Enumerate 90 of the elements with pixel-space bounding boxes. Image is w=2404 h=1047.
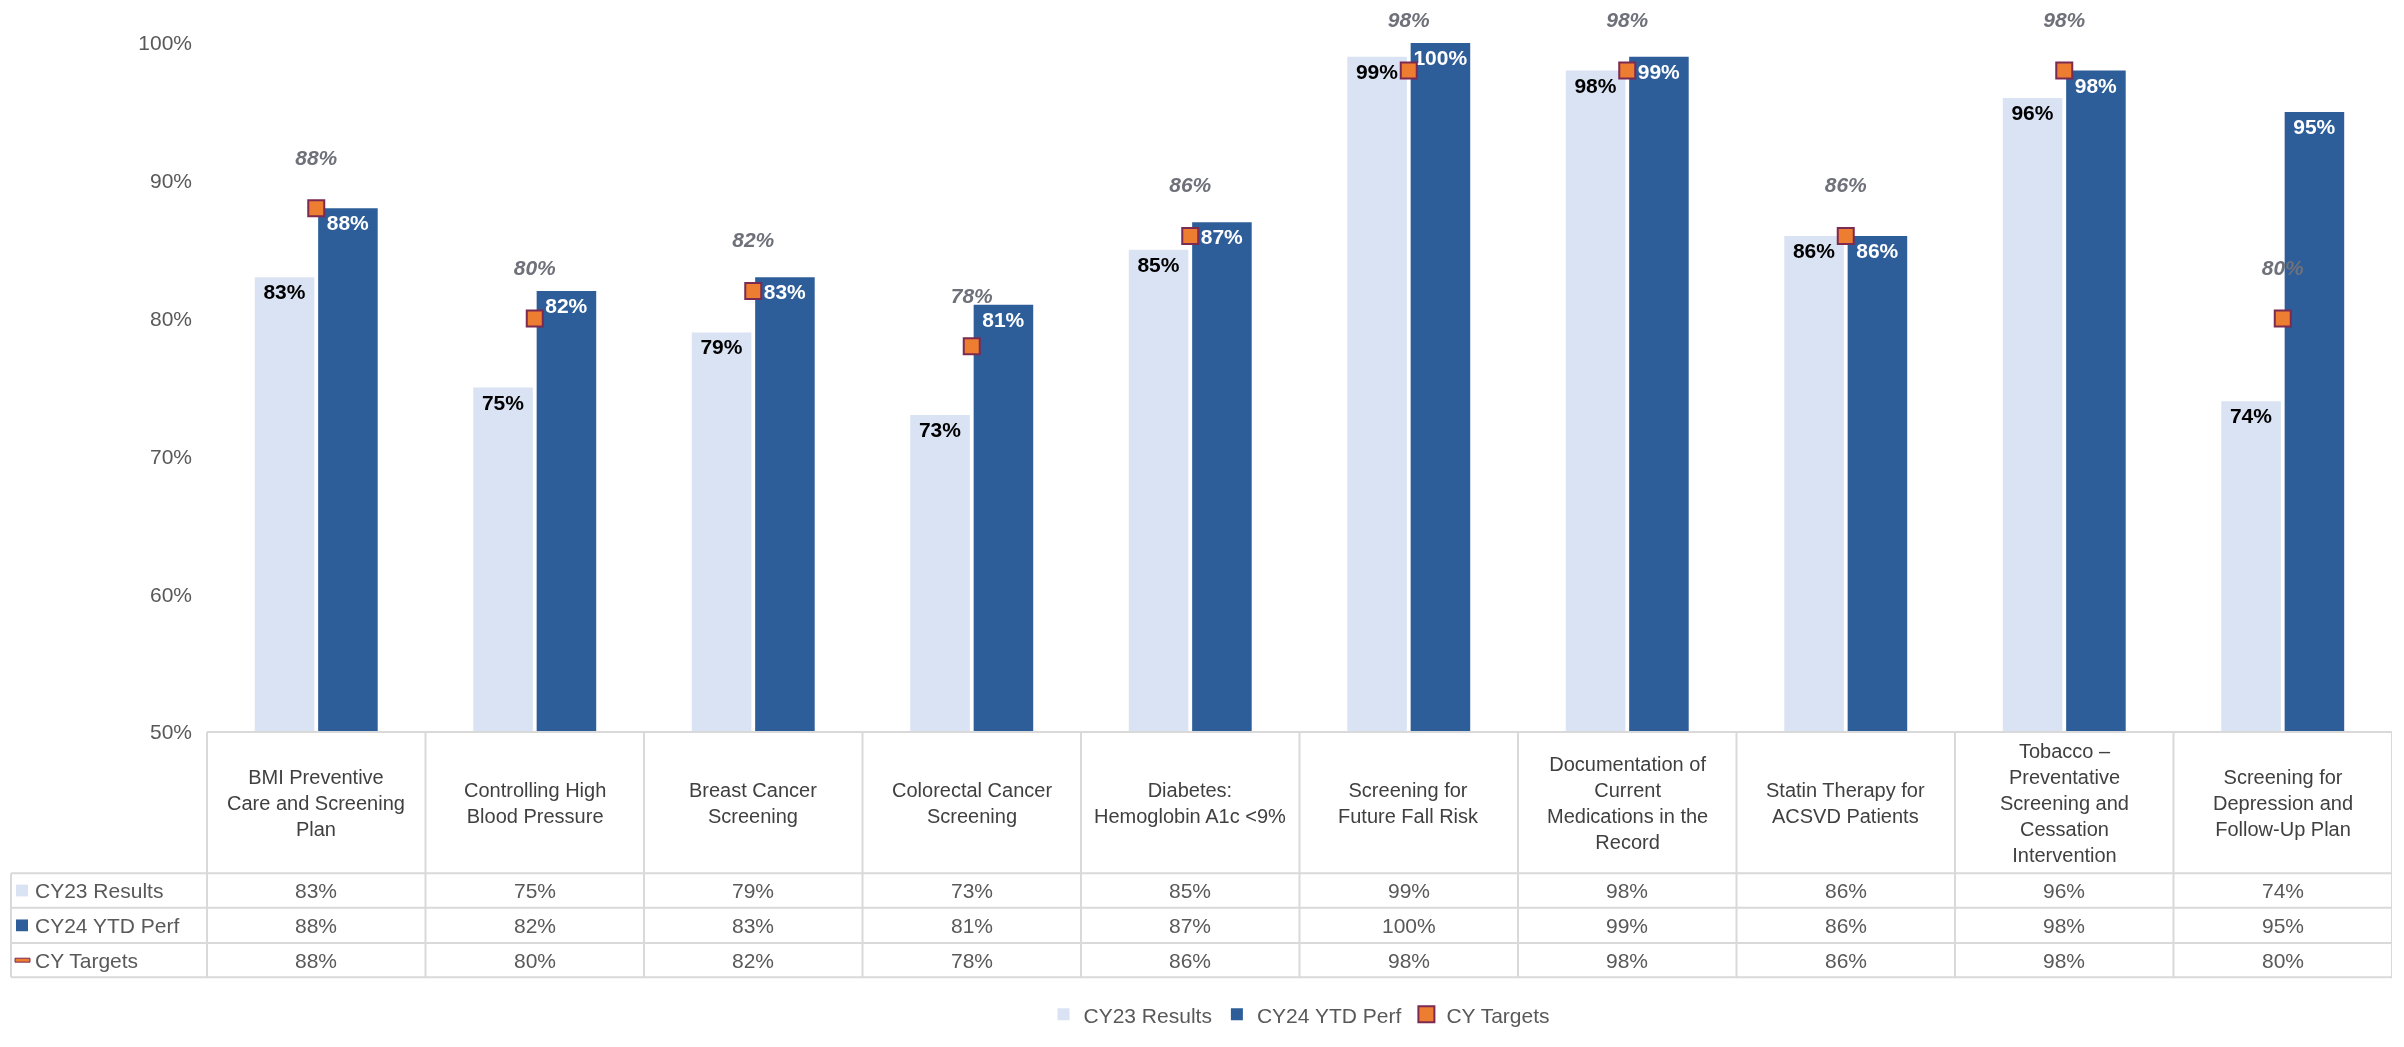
text: 86% <box>1856 238 1899 262</box>
data-label: 98% <box>2043 914 2086 937</box>
data-label: 86% <box>1825 914 1868 937</box>
x-tick-label: Tobacco – Preventative Screening and Cessation Intervention <box>2000 740 2129 866</box>
point <box>744 282 763 301</box>
text: 98% <box>1606 8 1649 32</box>
text: CY Targets <box>1446 1003 1550 1027</box>
text: 100% <box>1413 46 1468 69</box>
data-label: 100% <box>1382 914 1436 937</box>
text: 81% <box>982 307 1025 331</box>
data-label: 86% <box>1169 949 1212 972</box>
text: 99% <box>1637 59 1680 83</box>
data-label: 73% <box>951 879 994 902</box>
x-tick-label: Diabetes: Hemoglobin A1c <9% <box>1094 779 1286 827</box>
data-label: 88% <box>295 949 338 972</box>
x-tick-label: Documentation of Current Medications in the Record <box>1547 753 1709 853</box>
text: 87% <box>1200 225 1243 249</box>
text: 95% <box>2293 114 2336 138</box>
text: 96% <box>2011 101 2054 125</box>
legend-label: CY23 Results <box>1083 1003 1212 1027</box>
text: 82% <box>732 228 775 252</box>
y-tick-label: 90% <box>149 169 192 193</box>
data-label: 88% <box>295 914 338 937</box>
data-label: 99% <box>1606 914 1649 937</box>
y-tick-label: 50% <box>149 720 192 744</box>
data-label: 83% <box>732 914 775 937</box>
text: 99% <box>1355 59 1398 83</box>
y-tick-label: 100% <box>138 31 192 55</box>
y-tick-label: 70% <box>149 444 192 468</box>
data-label: 83% <box>295 879 338 902</box>
text: 74% <box>2229 404 2272 428</box>
data-label: 75% <box>514 879 557 902</box>
data-label: 78% <box>951 949 994 972</box>
x-tick-label: Breast Cancer Screening <box>689 779 818 827</box>
text: 73% <box>918 418 961 442</box>
point <box>1181 226 1200 245</box>
text: CY23 Results <box>35 879 164 902</box>
data-label: 96% <box>2043 879 2086 902</box>
data-label: 86% <box>1825 949 1868 972</box>
text: 98% <box>1574 73 1617 97</box>
data-label: 87% <box>1169 914 1212 937</box>
data-label: 98% <box>1606 949 1649 972</box>
text: 78% <box>950 283 993 307</box>
data-label: 80% <box>2262 949 2305 972</box>
point <box>962 337 981 356</box>
x-tick-label: Statin Therapy for ACSVD Patients <box>1766 779 1925 827</box>
data-label: 82% <box>514 914 557 937</box>
x-tick-label: BMI Preventive Care and Screening Plan <box>227 766 405 840</box>
x-tick-label: Screening for Future Fall Risk <box>1338 779 1480 827</box>
text: 98% <box>2074 73 2117 97</box>
text: 83% <box>763 280 806 304</box>
data-label: 86% <box>1825 879 1868 902</box>
point <box>307 199 326 218</box>
text: 79% <box>700 335 743 359</box>
text: 82% <box>545 294 588 318</box>
text: 83% <box>263 280 306 304</box>
data-label: 99% <box>1388 879 1431 902</box>
text: 86% <box>1169 173 1212 197</box>
point <box>1836 226 1855 245</box>
legend-label: CY24 YTD Perf <box>1256 1003 1402 1027</box>
point <box>2273 309 2292 328</box>
text: CY24 YTD Perf <box>35 914 180 937</box>
data-label: 95% <box>2262 914 2305 937</box>
data-label: 74% <box>2262 879 2305 902</box>
point <box>2055 61 2074 80</box>
text: 75% <box>481 390 524 414</box>
text: 85% <box>1137 252 1180 276</box>
text: 86% <box>1792 238 1835 262</box>
text: 88% <box>295 145 338 169</box>
data-label: 80% <box>514 949 557 972</box>
data-label: 85% <box>1169 879 1212 902</box>
x-tick-label: Colorectal Cancer Screening <box>892 779 1053 827</box>
legend-label: CY Targets <box>35 949 139 972</box>
x-tick-label: Controlling High Blood Pressure <box>464 779 607 827</box>
text: 86% <box>1824 173 1867 197</box>
text: 88% <box>326 211 369 235</box>
data-label: 79% <box>732 879 775 902</box>
x-tick-label: Screening for Depression and Follow-Up Plan <box>2213 766 2354 840</box>
data-label: 98% <box>1606 879 1649 902</box>
data-label: 98% <box>1388 949 1431 972</box>
text: 98% <box>2043 8 2086 32</box>
data-label: 98% <box>2043 949 2086 972</box>
text: 98% <box>1387 8 1430 32</box>
data-label: 81% <box>951 914 994 937</box>
text: 80% <box>513 256 556 280</box>
y-tick-label: 80% <box>149 306 192 330</box>
y-tick-label: 60% <box>149 582 192 606</box>
point <box>525 309 544 328</box>
point <box>1618 61 1637 80</box>
data-label: 82% <box>732 949 775 972</box>
